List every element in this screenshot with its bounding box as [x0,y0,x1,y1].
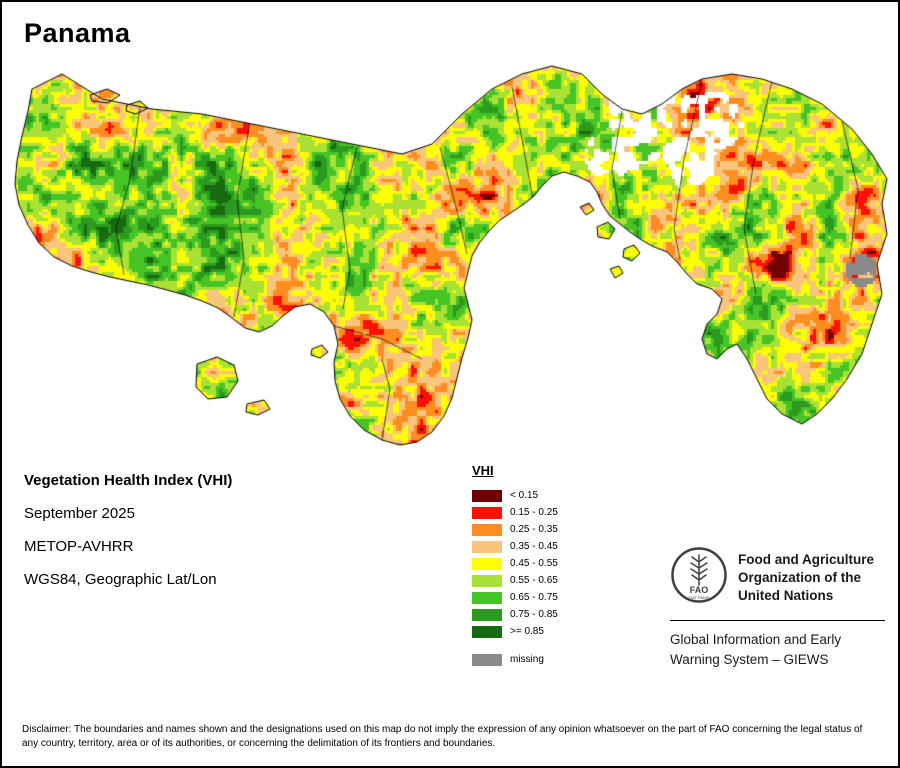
legend-label: < 0.15 [510,490,539,501]
fao-org-line: Food and Agriculture [738,552,874,567]
sensor-label: METOP-AVHRR [24,538,134,555]
svg-text:FIAT PANIS: FIAT PANIS [688,595,709,600]
fao-header: FAO FIAT PANIS Food and Agriculture Orga… [670,546,885,609]
legend-row: 0.55 - 0.65 [472,572,558,589]
legend-row-missing: missing [472,651,558,668]
legend-label: 0.15 - 0.25 [510,507,558,518]
legend-rows: < 0.15 0.15 - 0.25 0.25 - 0.35 0.35 - 0.45 0… [472,487,558,640]
fao-block: FAO FIAT PANIS Food and Agriculture Orga… [670,546,885,670]
giews-line: Global Information and Early [670,632,842,647]
legend-swatch [472,540,502,553]
legend-label: >= 0.85 [510,626,544,637]
legend-swatch [472,574,502,587]
legend-swatch [472,625,502,638]
fao-org-line: United Nations [738,588,834,603]
fao-logo-icon: FAO FIAT PANIS [670,546,728,609]
legend-label: 0.75 - 0.85 [510,609,558,620]
legend-label: 0.25 - 0.35 [510,524,558,535]
legend-swatch [472,591,502,604]
legend-row: 0.15 - 0.25 [472,504,558,521]
legend-swatch [472,523,502,536]
legend-label: 0.65 - 0.75 [510,592,558,603]
projection-label: WGS84, Geographic Lat/Lon [24,571,217,588]
giews-line: Warning System – GIEWS [670,652,829,667]
vhi-legend: VHI < 0.15 0.15 - 0.25 0.25 - 0.35 0.35 - 0… [472,463,558,668]
legend-row: 0.35 - 0.45 [472,538,558,555]
legend-swatch [472,608,502,621]
legend-label: 0.35 - 0.45 [510,541,558,552]
legend-row: >= 0.85 [472,623,558,640]
legend-row: 0.45 - 0.55 [472,555,558,572]
legend-label: 0.55 - 0.65 [510,575,558,586]
page-title: Panama [24,18,131,48]
fao-org-line: Organization of the [738,570,861,585]
fao-org-name: Food and Agriculture Organization of the… [738,546,874,605]
panama-vhi-map [12,59,892,457]
disclaimer-text: Disclaimer: The boundaries and names sho… [22,724,863,749]
legend-swatch [472,506,502,519]
giews-label: Global Information and Early Warning Sys… [670,630,885,670]
map-metadata: Vegetation Health Index (VHI) September … [24,472,232,604]
legend-row: < 0.15 [472,487,558,504]
svg-text:FAO: FAO [690,585,709,595]
legend-title: VHI [472,463,494,478]
legend-row: 0.65 - 0.75 [472,589,558,606]
date-label: September 2025 [24,505,135,522]
legend-row: 0.75 - 0.85 [472,606,558,623]
legend-swatch [472,489,502,502]
legend-row: 0.25 - 0.35 [472,521,558,538]
legend-swatch-missing [472,653,502,666]
legend-label: 0.45 - 0.55 [510,558,558,569]
legend-label-missing: missing [510,654,544,665]
index-name-label: Vegetation Health Index (VHI) [24,472,233,489]
fao-divider [670,620,885,621]
legend-swatch [472,557,502,570]
